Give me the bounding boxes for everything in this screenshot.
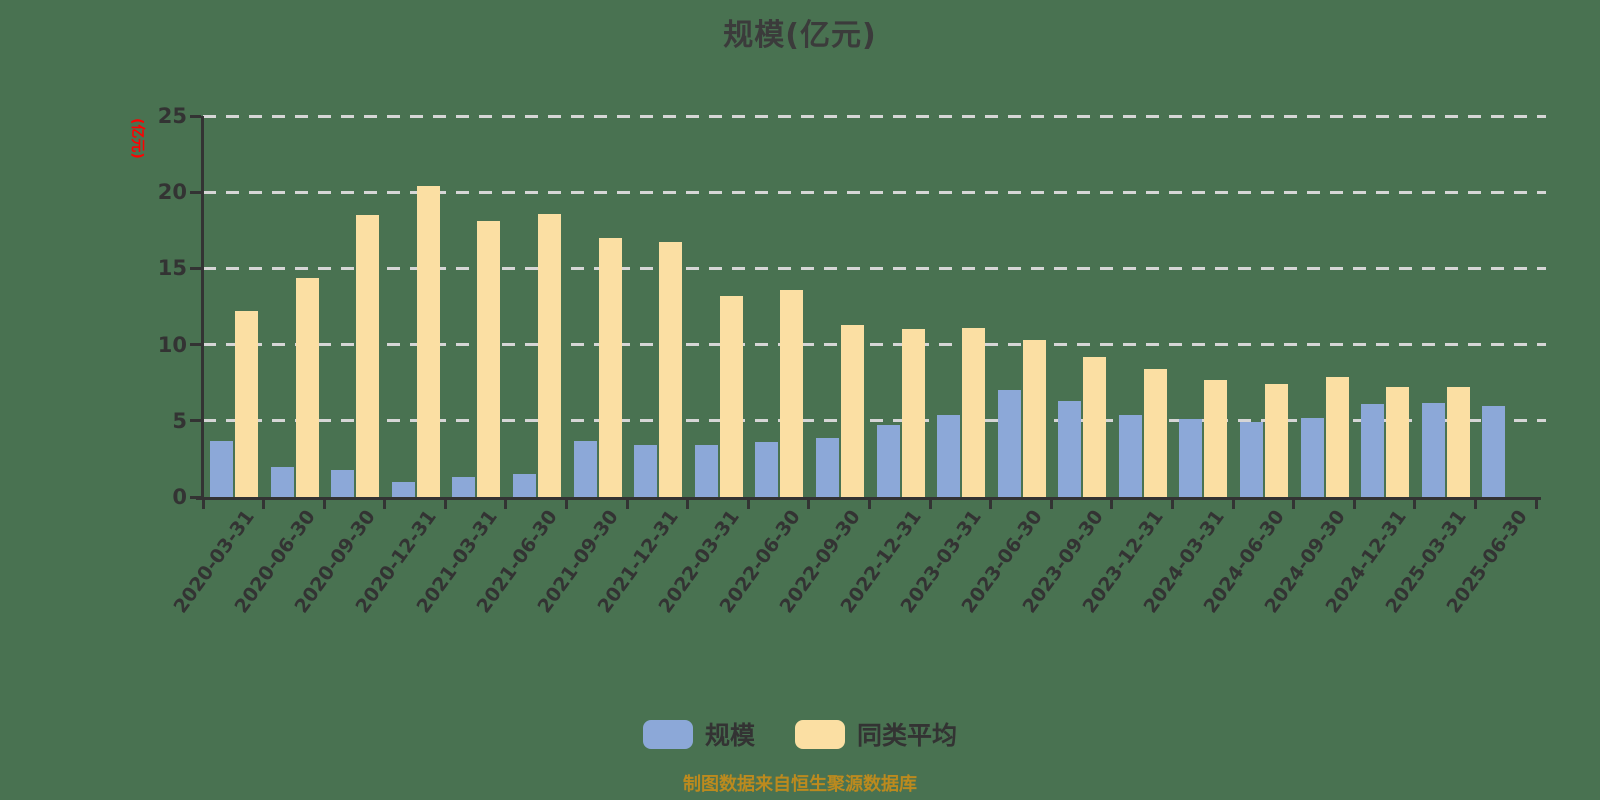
gridline-y-25 [203, 114, 1546, 118]
x-tick [1473, 499, 1477, 509]
legend: 规模 同类平均 [0, 716, 1600, 752]
y-tick-label: 20 [157, 180, 187, 205]
bar-规模 [694, 445, 718, 497]
x-tick [1534, 499, 1538, 509]
bar-规模 [1240, 422, 1264, 497]
bar-规模 [512, 474, 536, 497]
x-tick [928, 499, 932, 509]
y-tick-label: 0 [172, 485, 187, 509]
x-tick [565, 499, 569, 509]
bar-同类平均 [356, 215, 380, 497]
bar-同类平均 [598, 237, 622, 497]
bar-同类平均 [1083, 356, 1107, 497]
y-axis-line [201, 116, 204, 497]
bar-同类平均 [1143, 368, 1167, 497]
bar-规模 [452, 477, 476, 497]
legend-swatch [795, 719, 845, 749]
bar-同类平均 [962, 327, 986, 497]
bar-同类平均 [477, 221, 501, 497]
bar-同类平均 [840, 324, 864, 497]
x-tick [1413, 499, 1417, 509]
y-tick [190, 190, 201, 194]
bar-规模 [391, 481, 415, 497]
gridline-y-10 [203, 343, 1546, 347]
x-tick [1292, 499, 1296, 509]
x-tick [383, 499, 387, 509]
bar-同类平均 [235, 311, 258, 497]
bar-规模 [573, 440, 597, 497]
bar-同类平均 [780, 289, 804, 497]
bar-同类平均 [1386, 387, 1410, 497]
bar-同类平均 [295, 277, 319, 497]
y-tick [190, 419, 201, 423]
bar-同类平均 [901, 329, 925, 497]
y-tick [190, 266, 201, 270]
legend-label: 同类平均 [857, 721, 958, 750]
x-tick [201, 499, 205, 509]
gridline-y-20 [203, 190, 1546, 194]
x-tick [262, 499, 266, 509]
x-axis-line [196, 497, 1541, 500]
bar-同类平均 [719, 295, 743, 497]
x-tick [1049, 499, 1053, 509]
bar-规模 [997, 390, 1021, 497]
x-tick [868, 499, 871, 509]
bar-规模 [937, 414, 961, 497]
bar-同类平均 [659, 242, 683, 497]
y-tick [190, 343, 201, 347]
x-tick [443, 499, 447, 509]
bar-同类平均 [1265, 384, 1289, 497]
bar-规模 [1058, 400, 1082, 497]
bar-同类平均 [1204, 379, 1228, 497]
bar-同类平均 [416, 186, 440, 497]
bar-规模 [1179, 419, 1203, 497]
bar-规模 [876, 425, 900, 497]
bar-同类平均 [537, 213, 561, 497]
gridline-y-15 [203, 266, 1546, 270]
legend-item-规模[interactable]: 规模 [642, 716, 755, 752]
bar-规模 [755, 442, 779, 497]
legend-label: 规模 [704, 721, 755, 750]
y-tick-label: 15 [157, 256, 187, 281]
y-tick-label: 25 [157, 104, 187, 128]
y-tick [190, 114, 201, 118]
y-tick-label: 5 [172, 408, 187, 433]
bar-规模 [1361, 404, 1385, 497]
x-tick [322, 499, 326, 509]
bar-规模 [331, 469, 355, 497]
bar-规模 [1118, 414, 1142, 497]
bar-同类平均 [1022, 340, 1046, 497]
x-tick [1231, 499, 1235, 509]
gridline-y-5 [203, 419, 1546, 423]
x-tick [807, 499, 811, 509]
bar-规模 [634, 445, 658, 497]
x-tick [504, 499, 508, 509]
bar-同类平均 [1446, 387, 1470, 497]
x-tick [989, 499, 993, 509]
legend-swatch [642, 719, 693, 749]
legend-item-同类平均[interactable]: 同类平均 [795, 716, 957, 752]
bar-同类平均 [1325, 376, 1349, 497]
chart-title: 规模(亿元) [723, 18, 877, 53]
bar-规模 [1421, 402, 1445, 497]
x-tick [1352, 499, 1356, 509]
bar-规模 [1300, 417, 1324, 497]
bar-规模 [270, 466, 294, 497]
bar-规模 [210, 440, 233, 497]
x-tick [746, 499, 750, 509]
y-tick [190, 495, 201, 499]
bar-规模 [815, 437, 839, 497]
bar-规模 [1482, 405, 1506, 497]
x-tick [1170, 499, 1174, 509]
data-source-caption: 制图数据来自恒生聚源数据库 [683, 774, 917, 795]
x-tick [686, 499, 690, 509]
x-tick [1110, 499, 1114, 509]
x-tick [625, 499, 629, 509]
y-tick-label: 10 [157, 332, 187, 357]
